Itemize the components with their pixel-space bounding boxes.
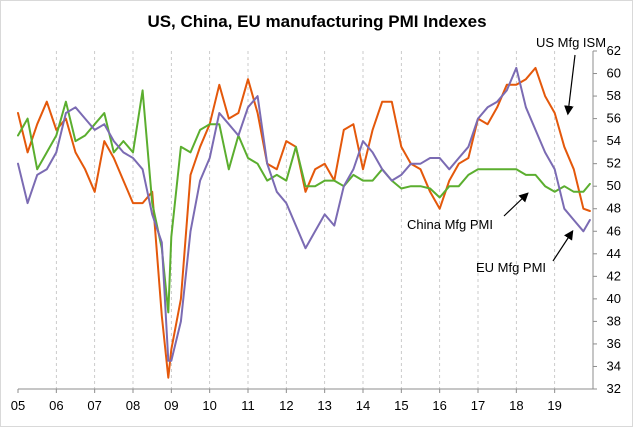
y-tick-label: 54 (607, 133, 621, 148)
y-tick-label: 46 (607, 223, 621, 238)
chart-title: US, China, EU manufacturing PMI Indexes (147, 12, 486, 31)
x-tick-label: 06 (49, 398, 63, 413)
y-tick-label: 50 (607, 178, 621, 193)
y-tick-label: 52 (607, 156, 621, 171)
axes (17, 50, 597, 393)
annotation-arrow-eu (552, 229, 574, 262)
y-tick-label: 60 (607, 66, 621, 81)
x-tick-label: 05 (11, 398, 25, 413)
annotation-us: US Mfg ISM (536, 35, 606, 116)
x-tick-label: 16 (432, 398, 446, 413)
y-tick-label: 44 (607, 246, 621, 261)
annotation-label-china: China Mfg PMI (407, 217, 493, 232)
y-tick-label: 34 (607, 358, 621, 373)
x-tick-label: 18 (509, 398, 523, 413)
y-tick-label: 42 (607, 268, 621, 283)
x-tick-label: 19 (547, 398, 561, 413)
y-tick-label: 40 (607, 291, 621, 306)
x-tick-label: 17 (471, 398, 485, 413)
x-axis-tick-labels: 05 06 07 08 09 10 11 12 13 14 15 16 17 18 19 (11, 398, 562, 413)
grid-lines (55, 51, 556, 389)
y-tick-label: 56 (607, 111, 621, 126)
x-tick-label: 10 (202, 398, 216, 413)
x-tick-label: 15 (394, 398, 408, 413)
x-tick-label: 14 (356, 398, 370, 413)
y-axis-tick-labels: 32 34 36 38 40 42 44 46 48 50 52 54 56 58 60 62 (607, 43, 621, 396)
y-tick-label: 32 (607, 381, 621, 396)
y-tick-label: 62 (607, 43, 621, 58)
y-tick-label: 36 (607, 336, 621, 351)
annotation-arrow-china (503, 192, 529, 217)
annotation-label-eu: EU Mfg PMI (476, 260, 546, 275)
y-tick-label: 58 (607, 88, 621, 103)
series-line-eu-mfg-pmi (17, 66, 591, 362)
x-tick-label: 08 (126, 398, 140, 413)
y-tick-label: 48 (607, 201, 621, 216)
annotation-china: China Mfg PMI (407, 192, 529, 232)
x-tick-label: 11 (241, 398, 255, 413)
x-tick-label: 07 (87, 398, 101, 413)
x-tick-label: 12 (279, 398, 293, 413)
series-lines (17, 66, 591, 379)
x-tick-label: 09 (164, 398, 178, 413)
y-tick-label: 38 (607, 313, 621, 328)
annotation-eu: EU Mfg PMI (476, 229, 574, 275)
annotation-label-us: US Mfg ISM (536, 35, 606, 50)
series-line-china-mfg-pmi (17, 89, 591, 314)
annotation-arrow-us (564, 54, 576, 116)
x-tick-label: 13 (317, 398, 331, 413)
